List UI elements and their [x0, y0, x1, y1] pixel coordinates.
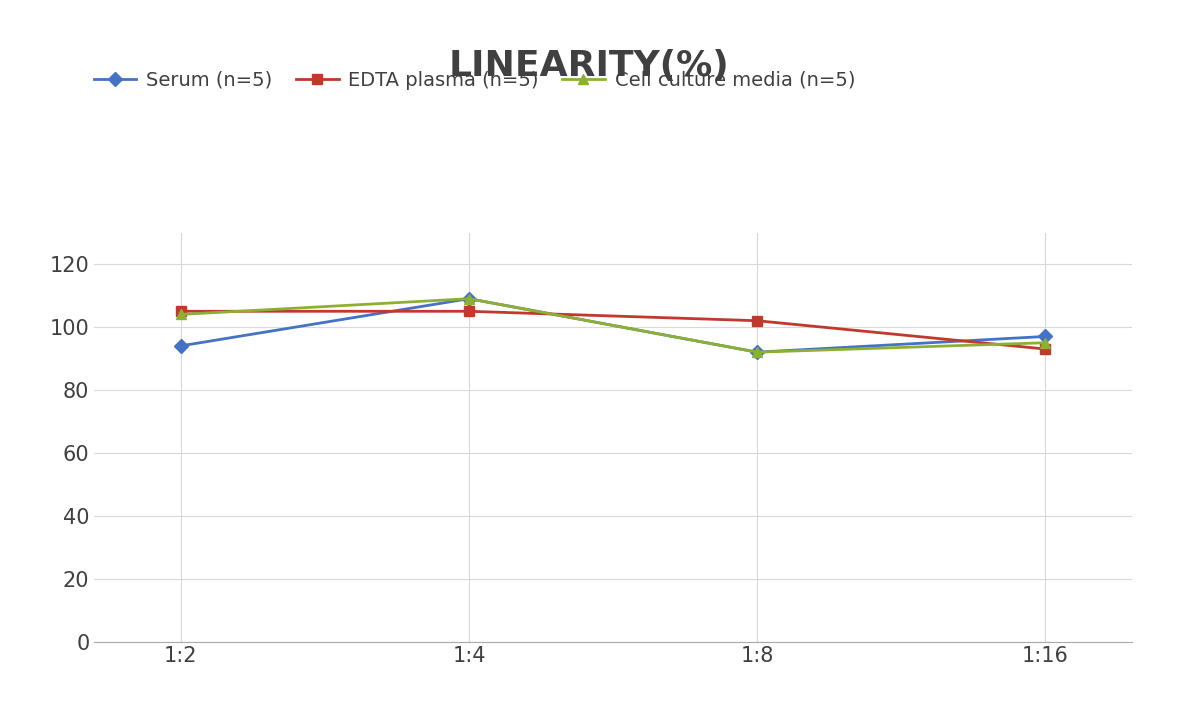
Serum (n=5)	[1039, 332, 1053, 341]
Serum (n=5)	[750, 348, 764, 357]
Cell culture media (n=5)	[462, 295, 476, 303]
Line: Serum (n=5): Serum (n=5)	[176, 294, 1050, 357]
EDTA plasma (n=5)	[1039, 345, 1053, 353]
Legend: Serum (n=5), EDTA plasma (n=5), Cell culture media (n=5): Serum (n=5), EDTA plasma (n=5), Cell cul…	[93, 70, 855, 90]
EDTA plasma (n=5)	[173, 307, 187, 316]
EDTA plasma (n=5)	[462, 307, 476, 316]
Cell culture media (n=5)	[750, 348, 764, 357]
Serum (n=5)	[462, 295, 476, 303]
EDTA plasma (n=5)	[750, 317, 764, 325]
Serum (n=5)	[173, 342, 187, 350]
Cell culture media (n=5)	[1039, 338, 1053, 347]
Cell culture media (n=5)	[173, 310, 187, 319]
Line: EDTA plasma (n=5): EDTA plasma (n=5)	[176, 307, 1050, 354]
Line: Cell culture media (n=5): Cell culture media (n=5)	[176, 294, 1050, 357]
Text: LINEARITY(%): LINEARITY(%)	[449, 49, 730, 83]
